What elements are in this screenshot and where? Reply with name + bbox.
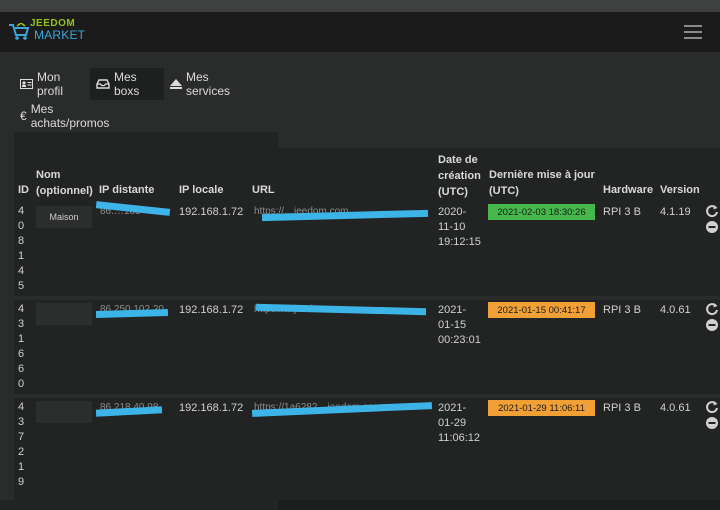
header-name: Nom (optionnel) (36, 169, 93, 197)
remove-icon[interactable] (705, 220, 719, 234)
brand-logo[interactable]: JEEDOM MARKET (8, 17, 85, 47)
refresh-icon[interactable] (705, 302, 719, 316)
menu-hamburger-icon[interactable] (684, 25, 702, 39)
tab-mon-profil[interactable]: Mon profil (14, 68, 90, 100)
tab-label: Mon profil (37, 70, 64, 98)
row-id: 431660 (18, 303, 25, 390)
created-date: 2021- 01-15 00:23:01 (438, 304, 481, 346)
header-url: URL (252, 184, 275, 196)
tab-label: Mes services (186, 70, 231, 98)
top-strip (0, 0, 720, 12)
eject-icon (170, 79, 182, 89)
version: 4.0.61 (660, 304, 691, 316)
refresh-icon[interactable] (705, 400, 719, 414)
row-id: 437219 (18, 401, 25, 488)
id-card-icon (20, 79, 33, 89)
tab-label: Mes boxs (114, 70, 140, 98)
remove-icon[interactable] (705, 416, 719, 430)
status-badge: 2021-01-15 00:41:17 (488, 302, 595, 318)
version: 4.0.61 (660, 402, 691, 414)
header-updated: Dernière mise à jour (UTC) (489, 169, 595, 197)
status-badge: 2021-02-03 18:30:26 (488, 204, 595, 220)
header-ip-local: IP locale (179, 184, 224, 196)
euro-icon: € (20, 109, 27, 123)
row-separator (14, 394, 720, 398)
created-date: 2020- 11-10 19:12:15 (438, 206, 481, 248)
bottom-strip-dark (278, 500, 720, 510)
boxes-table (14, 148, 720, 500)
inbox-icon (96, 79, 110, 89)
refresh-icon[interactable] (705, 204, 719, 218)
hardware: RPI 3 B (603, 402, 641, 414)
ip-local: 192.168.1.72 (179, 402, 244, 414)
name-input[interactable]: Maison (36, 206, 92, 228)
brand-top: JEEDOM (30, 18, 76, 29)
tab-mes-services[interactable]: Mes services (164, 68, 254, 100)
row-id: 408145 (18, 205, 25, 292)
name-input[interactable] (36, 401, 92, 423)
ip-local: 192.168.1.72 (179, 206, 244, 218)
brand-bottom: MARKET (34, 28, 86, 42)
tab-panel-top (14, 132, 278, 148)
header-created: Date de création (UTC) (438, 154, 481, 198)
row-separator (14, 296, 720, 300)
hardware: RPI 3 B (603, 206, 641, 218)
hardware: RPI 3 B (603, 304, 641, 316)
header-ip-remote: IP distante (99, 184, 155, 196)
remove-icon[interactable] (705, 318, 719, 332)
version: 4.1.19 (660, 206, 691, 218)
header-hardware: Hardware (603, 184, 654, 196)
cart-icon (9, 23, 30, 40)
header-id: ID (18, 184, 29, 196)
name-input[interactable] (36, 303, 92, 325)
url-link[interactable]: https://…jeedom.com (254, 206, 349, 217)
created-date: 2021- 01-29 11:06:12 (438, 402, 481, 444)
ip-local: 192.168.1.72 (179, 304, 244, 316)
navbar: JEEDOM MARKET (0, 12, 720, 52)
header-version: Version (660, 184, 700, 196)
tab-mes-achats[interactable]: € Mes achats/promos (14, 100, 136, 132)
status-badge: 2021-01-29 11:06:11 (488, 400, 595, 416)
tab-mes-boxs[interactable]: Mes boxs (90, 68, 164, 100)
tab-label: Mes achats/promos (30, 102, 110, 130)
ip-remote: 86.…183 (100, 206, 141, 217)
